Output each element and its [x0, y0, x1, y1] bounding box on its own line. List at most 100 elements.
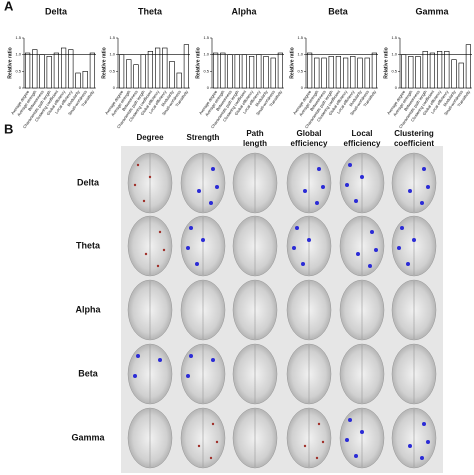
node-dot	[209, 201, 213, 205]
column-label: Path length	[243, 129, 267, 148]
y-tick-label: 1.5	[203, 35, 209, 40]
bar	[342, 57, 349, 89]
bar	[408, 56, 414, 89]
row-label: Delta	[77, 177, 100, 187]
y-tick-label: 1.0	[391, 52, 397, 57]
bar	[75, 72, 81, 89]
row-label: Theta	[76, 240, 101, 250]
bar	[82, 71, 88, 89]
row-label: Beta	[78, 368, 99, 378]
bar	[465, 44, 472, 89]
node-dot	[368, 264, 372, 268]
y-tick-label: 0.5	[391, 68, 397, 73]
bar	[176, 72, 182, 89]
node-dot	[354, 199, 358, 203]
bar	[162, 47, 168, 89]
bar	[212, 52, 219, 89]
node-dot	[162, 248, 166, 252]
node-dot	[186, 374, 190, 378]
node-dot	[195, 262, 199, 266]
node-dot	[303, 189, 307, 193]
bar	[306, 52, 313, 89]
bar	[451, 59, 457, 89]
node-dot	[189, 354, 193, 358]
bar	[256, 54, 262, 89]
panel-label: A	[4, 0, 14, 13]
bar	[147, 51, 154, 89]
node-dot	[420, 201, 424, 205]
node-dot	[136, 354, 140, 358]
node-dot	[158, 358, 162, 362]
bar	[133, 64, 139, 89]
brain-grid: Degree Strength Path length Global efficiency…	[71, 129, 437, 469]
node-dot	[189, 226, 193, 230]
node-dot	[345, 183, 349, 187]
node-dot	[197, 189, 201, 193]
bar	[364, 57, 370, 89]
y-axis-label: Relative ratio	[195, 47, 201, 78]
bar	[444, 51, 450, 89]
node-dot	[292, 246, 296, 250]
column-label: Clustering coefficient	[394, 129, 434, 148]
y-tick-label: 1.5	[15, 35, 21, 40]
node-dot	[422, 422, 426, 426]
chart-title: Theta	[138, 6, 163, 16]
node-dot	[211, 358, 215, 362]
node-dot	[315, 201, 319, 205]
node-dot	[303, 444, 307, 448]
bar	[183, 44, 190, 89]
node-dot	[354, 454, 358, 458]
node-dot	[142, 199, 146, 203]
node-dot	[201, 238, 205, 242]
column-label: Strength	[187, 133, 220, 142]
node-dot	[426, 185, 430, 189]
bar	[68, 49, 74, 89]
chart-title: Beta	[328, 6, 349, 16]
node-dot	[295, 226, 299, 230]
node-dot	[360, 175, 364, 179]
node-dot	[148, 175, 152, 179]
bar	[169, 61, 175, 89]
node-dot	[348, 418, 352, 422]
bar	[154, 47, 161, 89]
bar	[277, 52, 284, 89]
y-tick-label: 0.5	[297, 68, 303, 73]
node-dot	[186, 246, 190, 250]
y-tick-label: 1.0	[297, 52, 303, 57]
node-dot	[315, 456, 319, 460]
node-dot	[317, 167, 321, 171]
node-dot	[356, 252, 360, 256]
y-axis-label: Relative ratio	[383, 47, 389, 78]
chart-title: Delta	[45, 6, 68, 16]
node-dot	[397, 246, 401, 250]
panel-b-background	[121, 146, 443, 473]
node-dot	[197, 444, 201, 448]
node-dot	[400, 226, 404, 230]
y-tick-label: 1.0	[15, 52, 21, 57]
bar	[241, 54, 248, 89]
chart-title: Gamma	[415, 6, 449, 16]
column-label: Global efficiency	[291, 129, 328, 148]
node-dot	[408, 189, 412, 193]
bar	[350, 56, 356, 89]
bar	[53, 52, 60, 89]
bar	[140, 54, 146, 89]
node-dot	[422, 167, 426, 171]
row-label: Alpha	[75, 304, 101, 314]
node-dot	[426, 440, 430, 444]
node-dot	[211, 167, 215, 171]
node-dot	[209, 456, 213, 460]
bar	[248, 56, 255, 89]
y-tick-label: 0.5	[109, 68, 115, 73]
node-dot	[406, 262, 410, 266]
node-dot	[156, 264, 160, 268]
bar	[220, 52, 226, 89]
bar	[422, 51, 428, 89]
bar	[234, 54, 240, 89]
y-axis-label: Relative ratio	[7, 47, 13, 78]
node-dot	[301, 262, 305, 266]
node-dot	[360, 430, 364, 434]
bar	[429, 52, 436, 89]
bar	[46, 56, 52, 89]
